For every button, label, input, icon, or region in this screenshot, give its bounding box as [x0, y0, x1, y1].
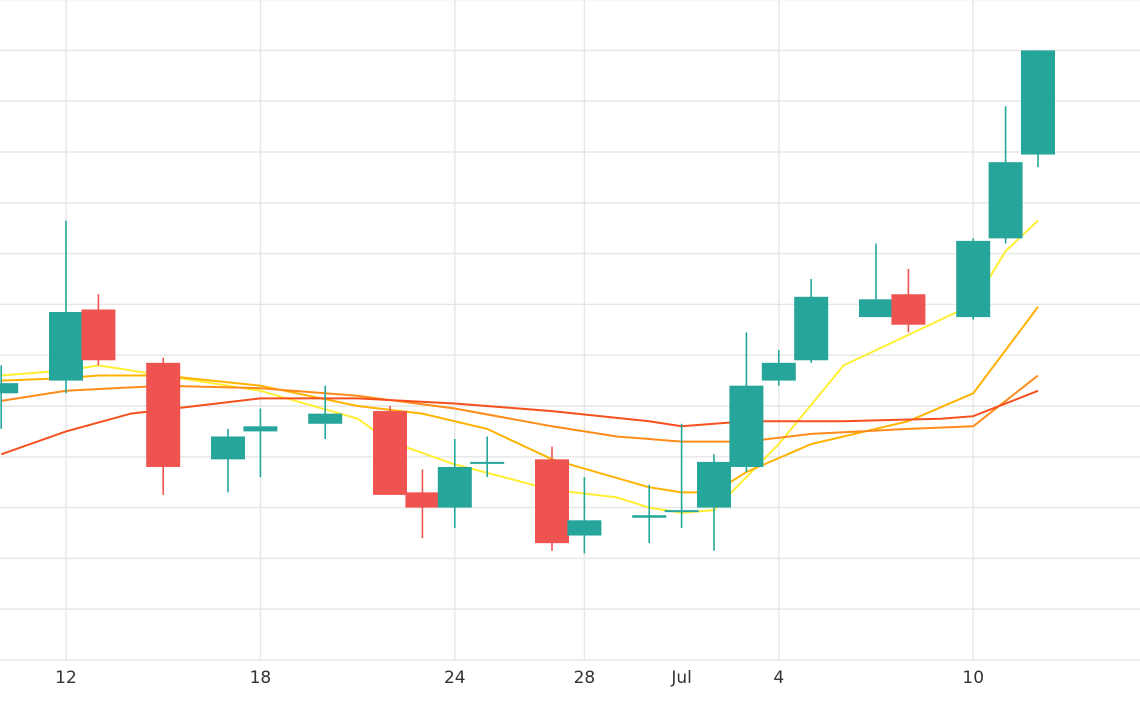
candle: [891, 268, 926, 333]
candle-body-up: [632, 515, 667, 518]
candle: [470, 436, 505, 478]
candle: [988, 106, 1023, 244]
candle: [243, 408, 278, 478]
candle-body-down: [891, 294, 926, 325]
candle: [49, 220, 83, 394]
x-tick-label: 12: [55, 668, 77, 688]
candle-body-up: [49, 312, 83, 381]
candle: [761, 350, 796, 386]
candle-body-up: [859, 299, 893, 318]
candle-body-up: [664, 510, 699, 513]
candle: [0, 365, 19, 429]
candle-body-up: [0, 383, 19, 394]
candle: [437, 439, 472, 528]
candle: [697, 454, 731, 551]
candle-body-up: [988, 162, 1023, 239]
candle: [81, 294, 116, 366]
candle-body-up: [956, 240, 991, 318]
candle-body-down: [535, 459, 569, 544]
candle: [632, 484, 667, 544]
candle: [405, 469, 440, 539]
candle-body-down: [373, 411, 407, 495]
candle-body-up: [761, 362, 796, 381]
x-tick-label: 24: [444, 668, 466, 688]
candle: [956, 238, 991, 320]
candle-body-up: [1021, 50, 1055, 155]
candle: [146, 357, 181, 495]
candle-body-up: [697, 461, 731, 508]
x-tick-label: 18: [250, 668, 272, 688]
x-tick-label: 28: [574, 668, 596, 688]
candle-body-up: [470, 461, 505, 464]
candle-body-down: [146, 362, 181, 467]
x-tick-label: Jul: [670, 668, 692, 688]
candle-body-up: [729, 385, 764, 467]
candle-body-up: [794, 296, 829, 361]
candle-body-up: [243, 426, 278, 432]
candle-body-up: [211, 436, 245, 460]
candle-body-up: [437, 466, 472, 508]
candle-body-up: [308, 413, 343, 424]
candle: [664, 423, 699, 528]
candle-body-up: [567, 520, 602, 536]
candle-body-down: [81, 309, 116, 361]
candle: [373, 406, 407, 495]
x-tick-label: 10: [962, 668, 984, 688]
candle: [859, 243, 893, 318]
horizontal-gridlines: [0, 0, 1140, 661]
candle: [308, 385, 343, 440]
x-axis-tick-labels: 12 18 24 28 Jul 4 10: [55, 668, 984, 688]
candle-body-down: [405, 492, 440, 508]
candle: [535, 446, 569, 551]
candle: [211, 428, 245, 493]
vertical-gridlines: [65, 0, 974, 660]
candlesticks: [0, 50, 1055, 554]
candle: [794, 279, 829, 363]
candle: [729, 332, 764, 473]
candle: [567, 477, 602, 554]
x-tick-label: 4: [773, 668, 784, 688]
candle: [1021, 50, 1055, 168]
